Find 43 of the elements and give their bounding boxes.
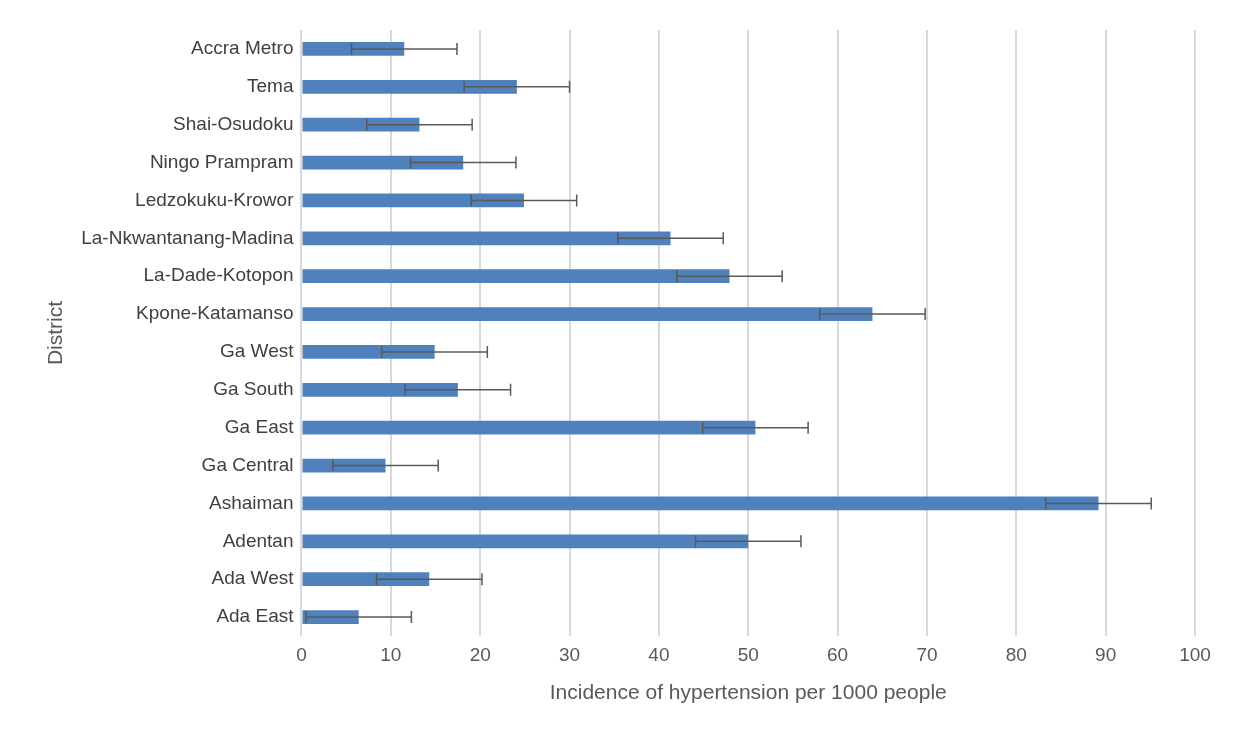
x-tick-label: 0 [296,643,307,665]
bar [302,193,524,208]
bar [302,345,435,359]
y-tick-label: Ningo Prampram [149,150,294,172]
x-tick-label: 30 [558,643,581,665]
bar [302,534,749,549]
bar [302,42,405,56]
y-tick-label: La-Nkwantanang-Madina [81,226,294,248]
bar [302,307,873,321]
y-tick-label: Ada West [211,567,295,589]
x-tick-label: 40 [648,643,670,665]
y-tick-label: Ga Central [201,453,294,475]
y-tick-label: Shai-Osudoku [173,112,294,134]
bar [302,155,464,170]
x-axis-title: Incidence of hypertension per 1000 people [549,680,947,704]
bar [302,269,730,284]
x-tick-label: 100 [1179,643,1211,665]
x-tick-label: 50 [737,643,759,665]
x-tick-label: 70 [916,643,938,665]
x-tick-label: 90 [1095,643,1117,665]
y-axis-title: District [43,300,67,366]
y-tick-label: Ga East [224,415,295,437]
bar [302,496,1099,511]
x-tick-label: 20 [469,643,491,665]
y-tick-label: Ga West [219,340,295,362]
y-tick-label: Ashaiman [208,491,294,513]
y-tick-label: Kpone-Katamanso [136,302,294,324]
bar [302,231,671,246]
x-tick-label: 80 [1005,643,1027,665]
x-tick-label: 60 [827,643,849,665]
y-tick-label: La-Dade-Kotopon [143,264,294,286]
y-tick-label: Tema [247,75,294,97]
bar [302,383,458,397]
y-tick-label: Ledzokuku-Krowor [135,188,295,210]
y-tick-label: Accra Metro [191,37,294,59]
bar [302,572,430,587]
y-tick-label: Ga South [213,378,294,400]
bar [302,420,756,435]
bar [302,117,420,132]
y-tick-label: Adentan [222,529,294,551]
x-tick-label: 10 [380,643,402,665]
y-tick-label: Ada East [216,605,295,627]
bar [302,80,517,94]
